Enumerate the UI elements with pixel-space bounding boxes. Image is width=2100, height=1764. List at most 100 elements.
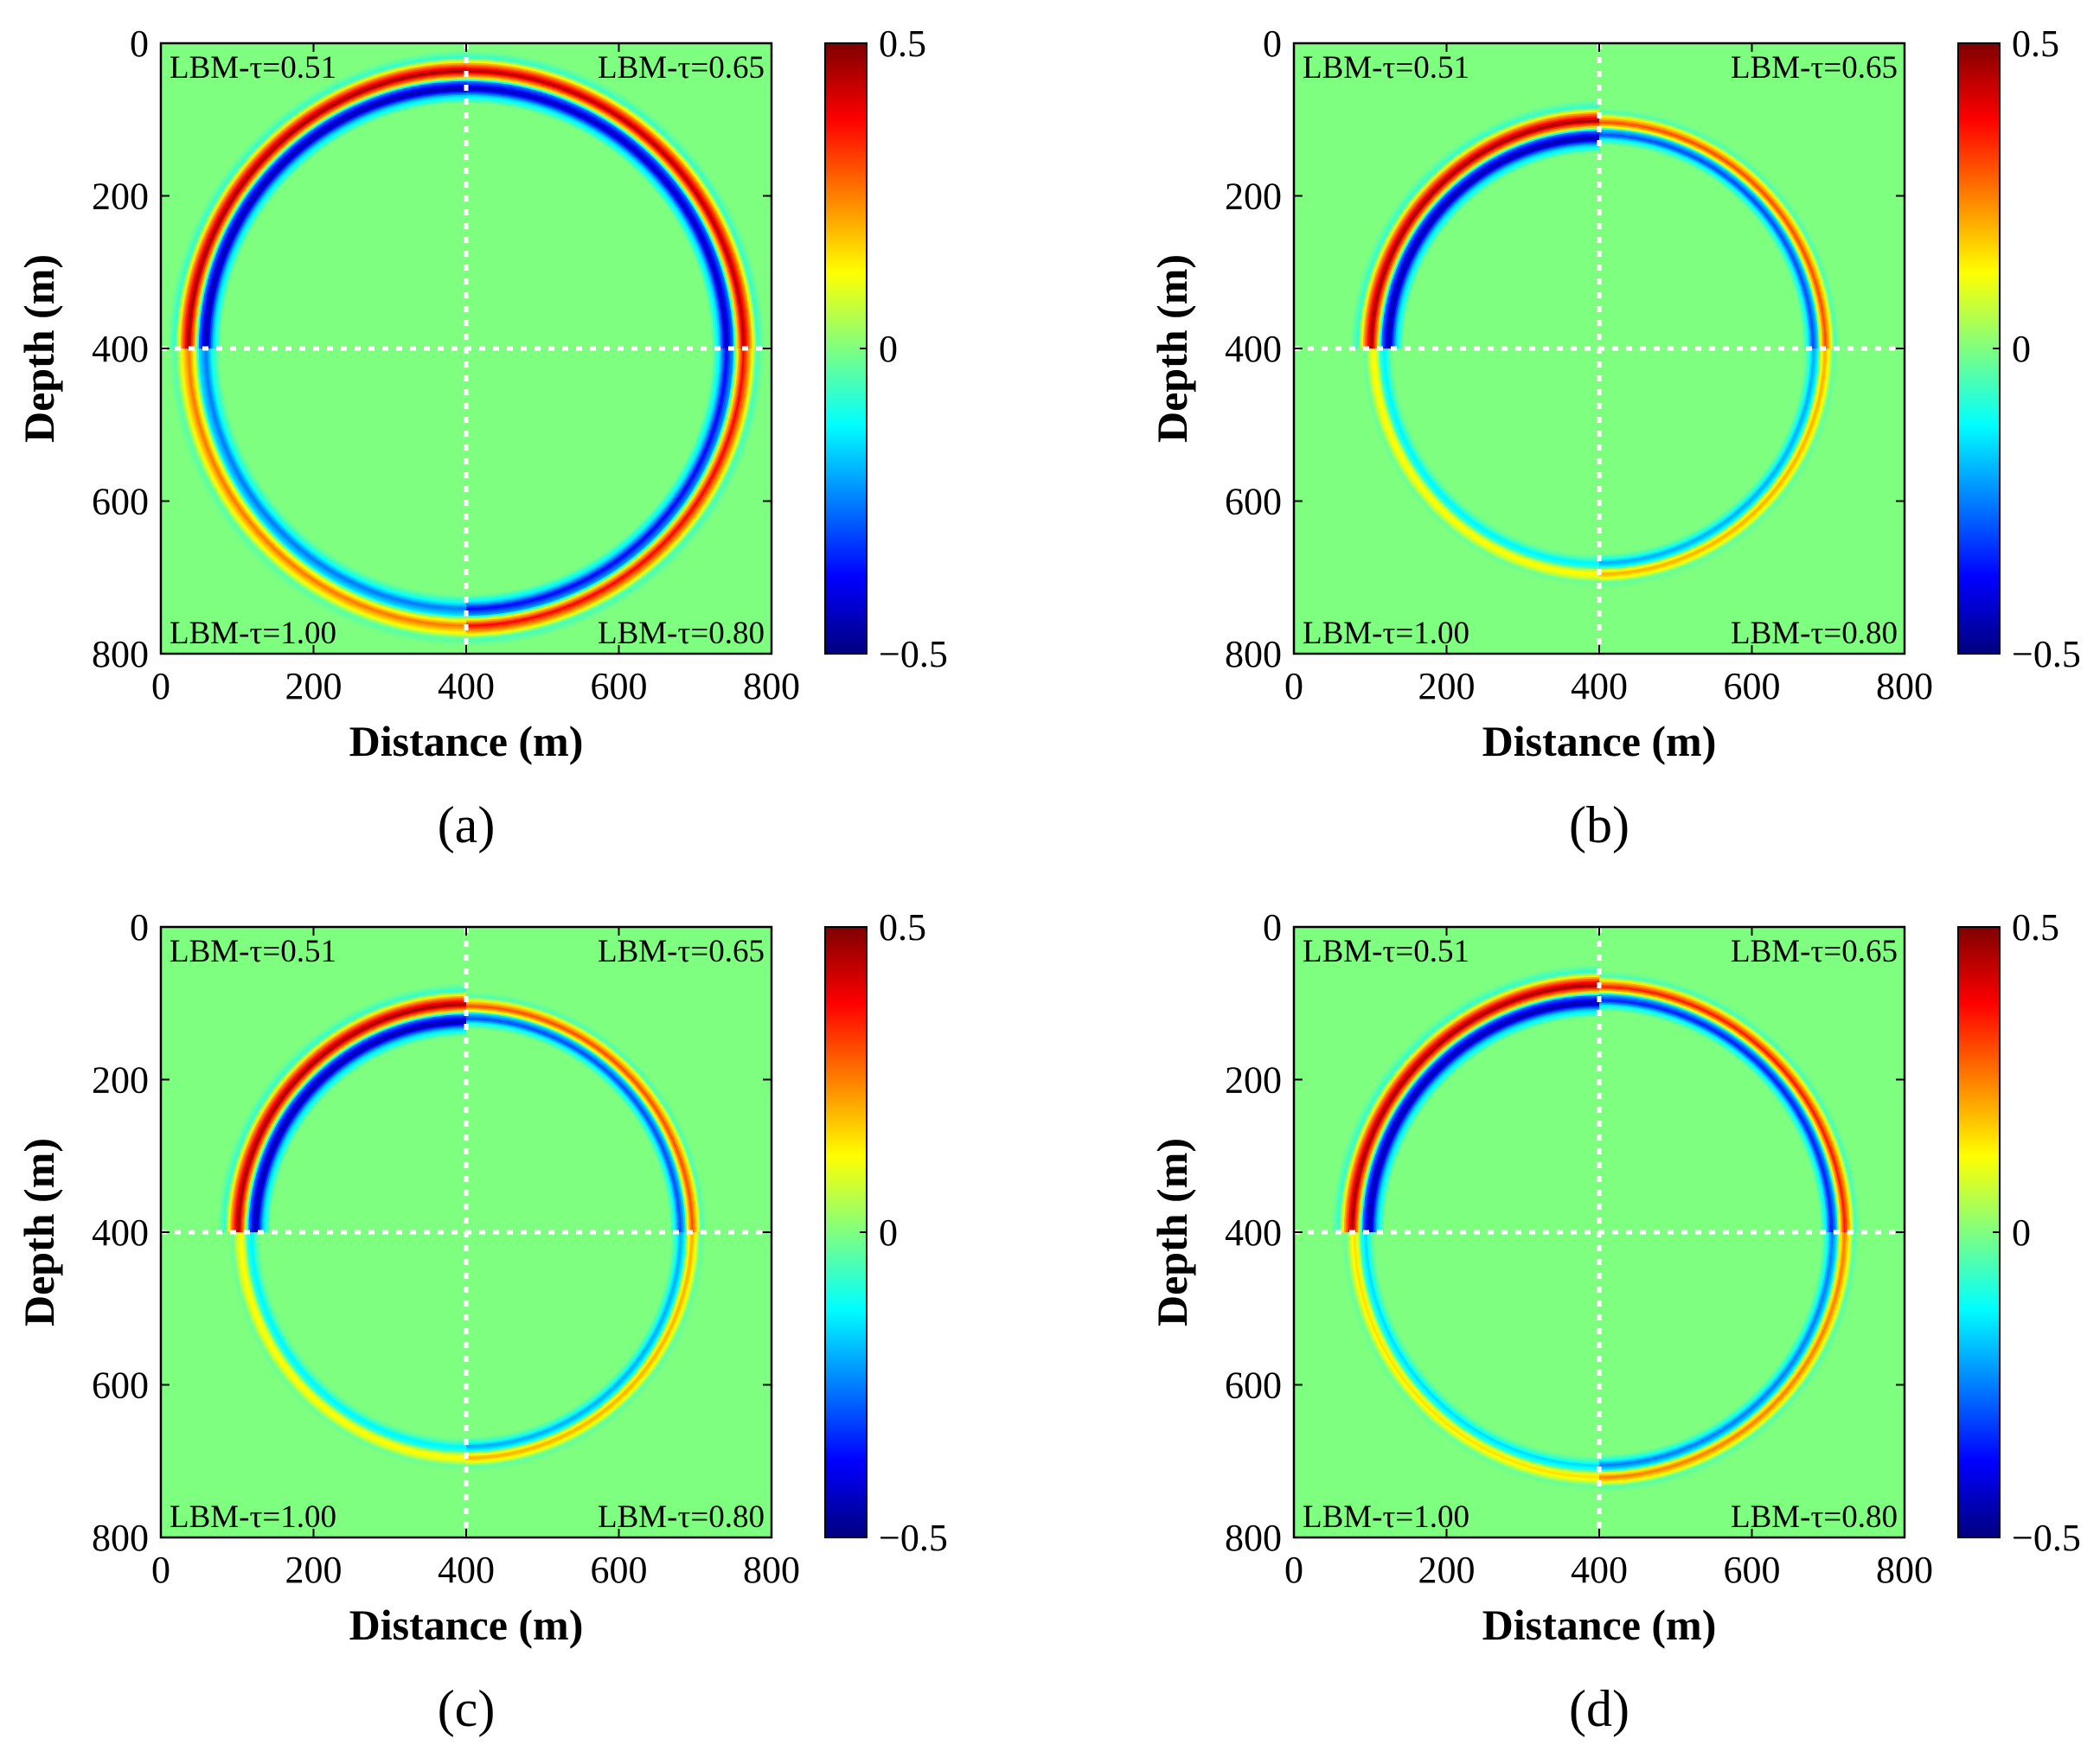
wavefront-band [465, 1231, 666, 1432]
wavefront-band [465, 348, 728, 610]
wavefront-band [465, 1231, 709, 1475]
colorbar-tick-label: 0 [879, 1211, 898, 1254]
wavefront-band [1598, 1231, 1860, 1492]
wavefront-band [465, 98, 717, 349]
wavefront-band [242, 1231, 467, 1456]
wavefront-band [1330, 963, 1600, 1233]
wavefront-band [465, 348, 714, 597]
wavefront-band [1395, 348, 1600, 553]
wavefront-band [1370, 119, 1600, 349]
wavefront-band [465, 52, 763, 349]
wavefront-band [240, 1231, 467, 1458]
wavefront-band [1325, 1231, 1600, 1506]
wavefront-band [206, 348, 467, 609]
wavefront-band [202, 84, 467, 349]
wavefront-band [249, 1015, 467, 1233]
wavefront-band [465, 989, 709, 1233]
x-tick-label: 400 [438, 1549, 495, 1591]
x-tick-label: 0 [1284, 665, 1303, 707]
y-axis-label: Depth (m) [1148, 254, 1196, 443]
wavefront-band [215, 348, 467, 599]
wavefront-band [1598, 139, 1809, 349]
wavefield [1324, 957, 1874, 1507]
wavefront-band [188, 70, 467, 349]
wavefront-band [1330, 1231, 1600, 1501]
wavefront-band [465, 80, 735, 349]
wavefront-band [225, 1231, 467, 1473]
wavefront-band [1408, 157, 1600, 349]
wavefront-band [465, 348, 745, 627]
wavefront-band [465, 996, 702, 1233]
wavefront-band [465, 348, 731, 613]
colorbar-tick-label: −0.5 [2012, 633, 2081, 675]
wavefront-band [465, 348, 769, 651]
wavefront-band [1389, 348, 1600, 559]
wavefront-band [218, 348, 467, 597]
wavefront-band [465, 1231, 669, 1435]
wavefront-band [1598, 1231, 1835, 1468]
quadrant-label-top-left: LBM-τ=0.51 [170, 934, 336, 969]
wavefront-band [240, 1007, 467, 1233]
wavefront-band [465, 44, 771, 349]
wavefront-band [1392, 141, 1600, 349]
wavefront-band [465, 1231, 656, 1422]
wavefront-band [224, 106, 467, 349]
wavefront-band [1410, 348, 1600, 538]
wavefront-band [1598, 105, 1842, 349]
wavefront-band [465, 1231, 710, 1476]
wavefront-band [465, 348, 751, 633]
wavefront-band [1367, 1000, 1600, 1233]
wavefront-band [465, 66, 749, 349]
wavefront-band [228, 1231, 467, 1470]
wavefront-band [1598, 1231, 1842, 1475]
wavefront-band [1598, 998, 1834, 1233]
y-tick-label: 600 [1225, 481, 1282, 523]
wavefront-band [1598, 127, 1821, 349]
quadrant-label-bottom-left: LBM-τ=1.00 [1303, 1499, 1469, 1535]
wavefront-band [1372, 121, 1600, 349]
wavefront-band [465, 93, 722, 349]
wavefront-band [195, 78, 467, 349]
wavefront-band [1598, 989, 1842, 1233]
wavefront-band [465, 48, 766, 349]
wavefront-band [1361, 111, 1600, 349]
wavefront-band [1386, 1019, 1600, 1233]
wavefront-top-right [1598, 93, 1855, 349]
wavefront-band [465, 1013, 686, 1233]
wavefront-band [1352, 348, 1600, 596]
wavefront-band [1598, 1231, 1838, 1471]
wavefront-band [1402, 151, 1600, 349]
wavefront-band [1339, 1231, 1600, 1492]
wavefront-band [465, 72, 743, 349]
wavefront-band [465, 348, 760, 642]
wavefront-band [465, 1231, 668, 1434]
wavefront-band [1377, 1231, 1600, 1454]
wavefront-band [465, 1031, 668, 1233]
y-tick-label: 600 [92, 481, 149, 523]
wavefront-top-left [1324, 957, 1600, 1233]
y-tick-label: 800 [1225, 633, 1282, 675]
panel-label: (d) [1569, 1680, 1629, 1737]
quadrant-label-bottom-right: LBM-τ=0.80 [598, 1499, 765, 1535]
wavefront-band [1392, 348, 1600, 556]
wavefront-band [1598, 348, 1822, 572]
wavefront-band [465, 1231, 698, 1464]
wavefront-band [1360, 109, 1600, 349]
wavefront-band [1598, 1004, 1828, 1233]
wavefront-band [1598, 112, 1835, 349]
wavefront-band [1352, 101, 1600, 349]
wavefront-band [1345, 978, 1600, 1233]
wavefront-band [1598, 348, 1834, 584]
wavefront-band [272, 1039, 467, 1233]
wavefront-band [1598, 974, 1858, 1233]
colorbar-tick-label: 0.5 [879, 22, 926, 65]
x-axis-label: Distance (m) [349, 1601, 584, 1649]
wavefront-band [198, 80, 467, 349]
wavefront-band [1363, 996, 1600, 1233]
wavefront-band [465, 110, 705, 349]
wavefront-band [1382, 1231, 1600, 1449]
wavefront-band [1377, 1010, 1600, 1233]
wavefront-band [1598, 995, 1836, 1233]
wavefront-band [214, 96, 467, 349]
wavefront-band [1598, 1231, 1834, 1467]
